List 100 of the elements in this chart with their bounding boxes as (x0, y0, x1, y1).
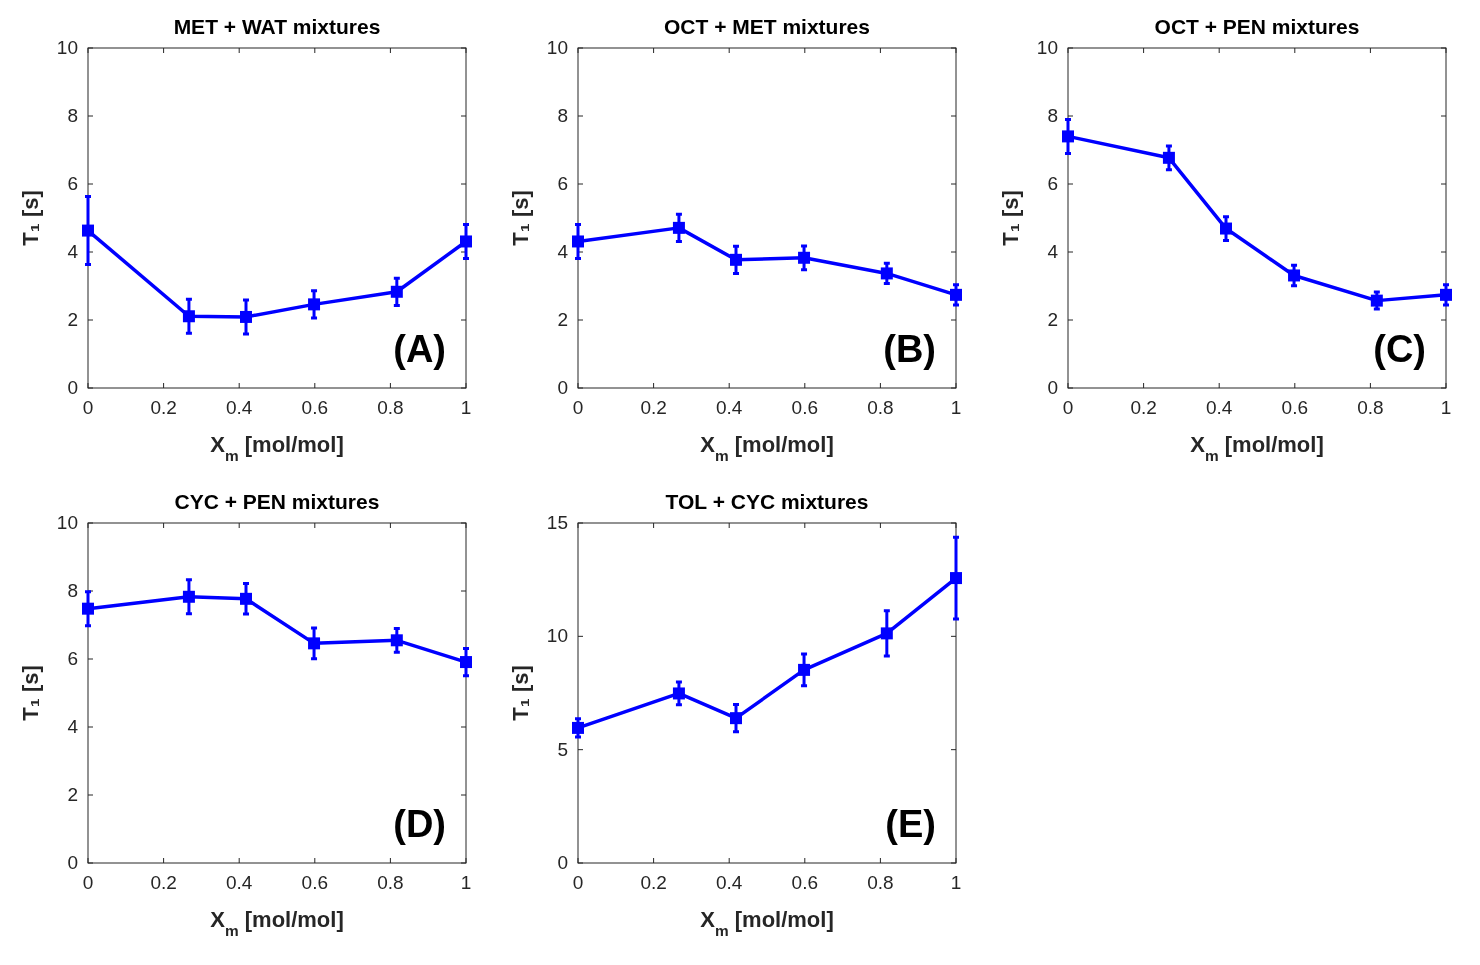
x-tick-label: 0.8 (1357, 397, 1384, 418)
x-tick-label: 0 (82, 872, 94, 893)
y-tick-label: 8 (67, 580, 78, 601)
point (1220, 222, 1232, 235)
point (950, 288, 962, 301)
y-tick-label: 8 (557, 105, 568, 126)
y-tick-label: 0 (557, 377, 568, 398)
y-tick-label: 2 (67, 784, 78, 805)
x-tick-label: 1 (950, 397, 962, 418)
x-tick-label: 0.2 (150, 872, 177, 893)
point (1440, 288, 1452, 301)
y-tick-label: 6 (557, 173, 568, 194)
x-tick-label: 0.6 (791, 872, 819, 893)
x-tick-label: 1 (950, 872, 962, 893)
annotation: (C) (1373, 328, 1426, 370)
x-tick-label: 0.2 (150, 397, 177, 418)
point (880, 627, 893, 640)
point (730, 253, 742, 266)
x-tick-label: 1 (460, 397, 472, 418)
y-tick-label: 10 (56, 37, 78, 58)
y-tick-label: 6 (1047, 173, 1058, 194)
point (950, 572, 962, 585)
point (460, 656, 472, 669)
y-tick-label: 4 (1047, 241, 1059, 262)
y-axis-title: T₁ [s] (508, 665, 533, 721)
y-tick-label: 4 (67, 241, 79, 262)
x-tick-label: 0.8 (867, 397, 894, 418)
chart-title: TOL + CYC mixtures (665, 490, 869, 513)
y-tick-label: 6 (67, 173, 78, 194)
point (460, 235, 472, 248)
x-tick-label: 0.8 (377, 397, 404, 418)
chart-title: MET + WAT mixtures (173, 15, 381, 38)
y-tick-label: 0 (1047, 377, 1058, 398)
x-tick-label: 0.2 (640, 397, 667, 418)
y-tick-label: 0 (67, 377, 78, 398)
y-tick-label: 6 (67, 648, 78, 669)
y-axis-title: T₁ [s] (18, 665, 43, 721)
point (730, 712, 742, 725)
y-tick-label: 0 (557, 852, 568, 873)
x-tick-label: 0.8 (377, 872, 404, 893)
y-tick-label: 2 (67, 309, 78, 330)
point (672, 221, 685, 234)
x-axis-title: X$_{m}$ [mol/mol] (210, 907, 344, 939)
x-tick-label: 0.4 (225, 397, 253, 418)
y-tick-label: 4 (67, 716, 79, 737)
y-axis-title: T₁ [s] (18, 190, 43, 246)
y-tick-label: 10 (546, 625, 568, 647)
x-tick-label: 0.4 (715, 872, 743, 893)
point (572, 721, 584, 734)
y-tick-label: 2 (557, 309, 568, 330)
point (572, 235, 584, 248)
x-tick-label: 0.6 (301, 872, 329, 893)
y-axis-title: T₁ [s] (508, 190, 533, 246)
x-tick-label: 0 (82, 397, 94, 418)
annotation: (A) (393, 328, 446, 370)
y-axis-title: T₁ [s] (998, 190, 1023, 246)
y-tick-label: 4 (557, 241, 569, 262)
x-tick-label: 0.4 (715, 397, 743, 418)
x-tick-label: 0.8 (867, 872, 894, 893)
x-tick-label: 0.6 (791, 397, 819, 418)
point (240, 592, 252, 605)
y-tick-label: 8 (67, 105, 78, 126)
point (798, 663, 811, 676)
x-axis-title: X$_{m}$ [mol/mol] (700, 432, 834, 464)
point (798, 251, 811, 264)
point (1288, 269, 1301, 282)
point (390, 634, 403, 647)
x-tick-label: 0.4 (1205, 397, 1233, 418)
x-tick-label: 0 (572, 872, 584, 893)
chart-title: CYC + PEN mixtures (174, 490, 380, 513)
x-axis-title: X$_{m}$ [mol/mol] (1190, 432, 1324, 464)
point (82, 224, 94, 237)
y-tick-label: 8 (1047, 105, 1058, 126)
point (82, 602, 94, 615)
x-tick-label: 0.4 (225, 872, 253, 893)
x-tick-label: 0.6 (301, 397, 329, 418)
y-tick-label: 0 (67, 852, 78, 873)
x-tick-label: 0 (572, 397, 584, 418)
x-tick-label: 0.2 (1130, 397, 1157, 418)
x-tick-label: 1 (1440, 397, 1452, 418)
point (182, 310, 195, 323)
y-tick-label: 10 (56, 512, 78, 533)
point (1162, 151, 1175, 164)
x-tick-label: 0.6 (1281, 397, 1309, 418)
y-tick-label: 10 (546, 37, 568, 58)
point (308, 637, 321, 650)
point (880, 267, 893, 280)
annotation: (D) (393, 803, 446, 845)
point (1062, 130, 1074, 143)
annotation: (B) (883, 328, 936, 370)
point (1370, 294, 1383, 307)
point (672, 687, 685, 700)
x-tick-label: 0.2 (640, 872, 667, 893)
x-axis-title: X$_{m}$ [mol/mol] (210, 432, 344, 464)
chart-title: OCT + MET mixtures (664, 15, 870, 38)
point (240, 310, 252, 323)
point (308, 298, 321, 311)
point (182, 590, 195, 603)
x-tick-label: 1 (460, 872, 472, 893)
point (390, 285, 403, 298)
